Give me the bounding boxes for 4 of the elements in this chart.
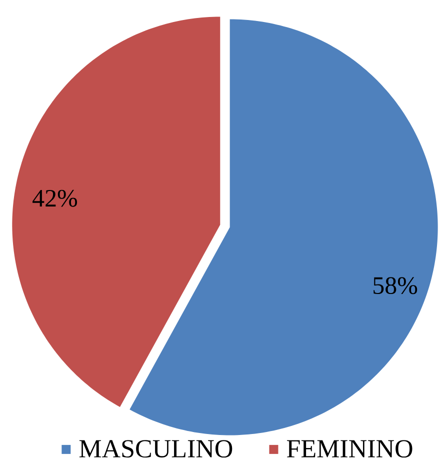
data-label: 42% — [32, 190, 78, 207]
legend-label: MASCULINO — [79, 440, 232, 458]
data-label: 58% — [374, 277, 418, 294]
legend-label: FEMININO — [286, 440, 412, 458]
